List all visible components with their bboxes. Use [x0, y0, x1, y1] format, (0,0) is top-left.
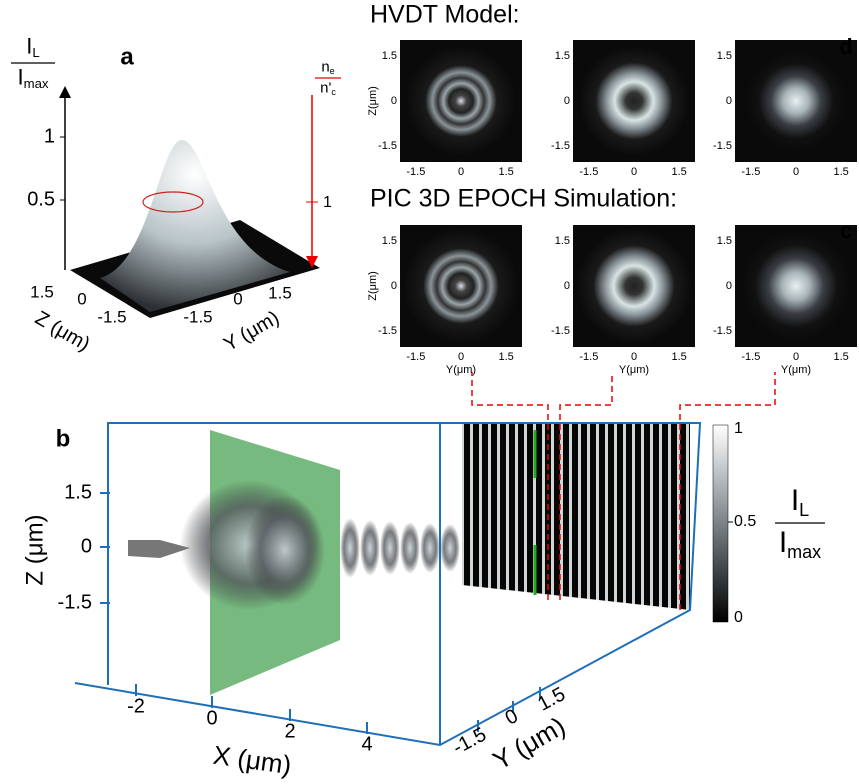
axis-label: Y(μm) — [781, 364, 811, 376]
axis-label: Y(μm) — [446, 364, 476, 376]
tick-label: -1.5 — [579, 351, 598, 363]
tick-label: -1.5 — [579, 166, 598, 178]
tick-label: 0 — [458, 166, 464, 178]
tick-label: 1.5 — [382, 235, 397, 247]
tick-label: 1 — [44, 125, 55, 147]
tick-label: 1.5 — [555, 235, 570, 247]
tick-label: -1.5 — [713, 140, 732, 152]
tick-label: 0 — [564, 95, 570, 107]
fraction-numerator-main: I — [791, 484, 799, 517]
fraction-numerator: IL — [26, 33, 39, 60]
tick-label: 0 — [726, 95, 732, 107]
tick-label: 0 — [793, 351, 799, 363]
tick-label: 1.5 — [833, 351, 848, 363]
fraction-denominator-main: n' — [320, 79, 331, 96]
tick-label: -1.5 — [713, 325, 732, 337]
tick-label: 1.5 — [555, 50, 570, 62]
fraction-numerator: ne — [321, 58, 334, 76]
fraction-denominator-main: I — [17, 64, 23, 89]
tick-label: 1.5 — [671, 166, 686, 178]
mode-images — [400, 40, 857, 347]
fraction-numerator-main: I — [26, 33, 32, 58]
tick-label: 1.5 — [833, 166, 848, 178]
tick-label: -1.5 — [741, 166, 760, 178]
tick-label: 1.5 — [717, 235, 732, 247]
tick-label: -1.5 — [378, 325, 397, 337]
tick-label: 1.5 — [64, 481, 92, 503]
axis-label: Y(μm) — [619, 364, 649, 376]
tick-label: 0 — [726, 280, 732, 292]
tick-label: 1.5 — [30, 282, 54, 301]
panel-label: c — [840, 218, 852, 243]
fraction-denominator-sub: max — [787, 542, 821, 562]
axis-label: Y (μm) — [220, 307, 283, 356]
tick-label: -1.5 — [406, 351, 425, 363]
tick-label: 1.5 — [498, 351, 513, 363]
tick-label: -1.5 — [449, 724, 490, 760]
tick-label: 0 — [81, 535, 92, 557]
tick-label: 0 — [233, 289, 242, 308]
axis-label: Z(μm) — [367, 86, 379, 116]
tick-label: -1.5 — [378, 140, 397, 152]
tick-label: 1.5 — [671, 351, 686, 363]
tick-label: 2 — [284, 720, 295, 742]
axis-label: Y (μm) — [488, 711, 571, 776]
tick-label: -1.5 — [406, 166, 425, 178]
tick-label: 1 — [323, 194, 332, 211]
panel-title: PIC 3D EPOCH Simulation: — [370, 185, 677, 213]
fraction-denominator: n'c — [320, 79, 336, 97]
tick-label: 0 — [564, 280, 570, 292]
tick-label: -1.5 — [741, 351, 760, 363]
panel-label: b — [56, 425, 71, 452]
tick-label: -1.5 — [58, 591, 92, 613]
axis-label: Z (μm) — [31, 307, 93, 356]
tick-label: 1.5 — [717, 50, 732, 62]
tick-label: 0 — [391, 280, 397, 292]
tick-label: 1.5 — [268, 283, 292, 302]
fraction-denominator-sub: max — [24, 76, 49, 91]
tick-label: 0 — [793, 166, 799, 178]
tick-label: 0.5 — [734, 513, 756, 530]
tick-label: -1.5 — [183, 307, 212, 326]
fraction-numerator: IL — [791, 484, 809, 520]
tick-label: 0 — [502, 705, 522, 730]
panel-title: HVDT Model: — [370, 1, 520, 29]
axis-label: Z(μm) — [367, 271, 379, 301]
panel-label: a — [120, 43, 134, 70]
fraction-denominator-sub: c — [331, 87, 336, 97]
fraction-numerator-sub: e — [330, 66, 335, 76]
tick-label: -2 — [127, 695, 145, 717]
tick-label: 1 — [734, 420, 743, 437]
tick-label: -1.5 — [551, 325, 570, 337]
axis-label: X (μm) — [211, 740, 293, 781]
tick-label: 0.5 — [27, 188, 55, 210]
fraction-denominator: Imax — [779, 526, 821, 562]
axis-label: Z (μm) — [21, 514, 48, 585]
fraction-denominator: Imax — [17, 64, 48, 91]
tick-label: 0 — [734, 609, 743, 626]
tick-label: 1.5 — [498, 166, 513, 178]
tick-label: 4 — [361, 733, 372, 755]
fraction-denominator-main: I — [779, 526, 787, 559]
tick-label: 0 — [458, 351, 464, 363]
fraction-numerator-main: n — [321, 58, 329, 75]
fraction-numerator-sub: L — [799, 500, 809, 520]
tick-label: -1.5 — [97, 307, 126, 326]
propagation-box — [74, 372, 776, 747]
tick-label: 0 — [77, 289, 86, 308]
panel-label: d — [839, 34, 852, 59]
tick-label: 0 — [206, 707, 217, 729]
tick-label: 0 — [391, 95, 397, 107]
tick-label: -1.5 — [551, 140, 570, 152]
tick-label: 1.5 — [382, 50, 397, 62]
tick-label: 0 — [631, 351, 637, 363]
surface-plot — [59, 86, 320, 318]
fraction-numerator-sub: L — [32, 46, 39, 61]
tick-label: 0 — [631, 166, 637, 178]
